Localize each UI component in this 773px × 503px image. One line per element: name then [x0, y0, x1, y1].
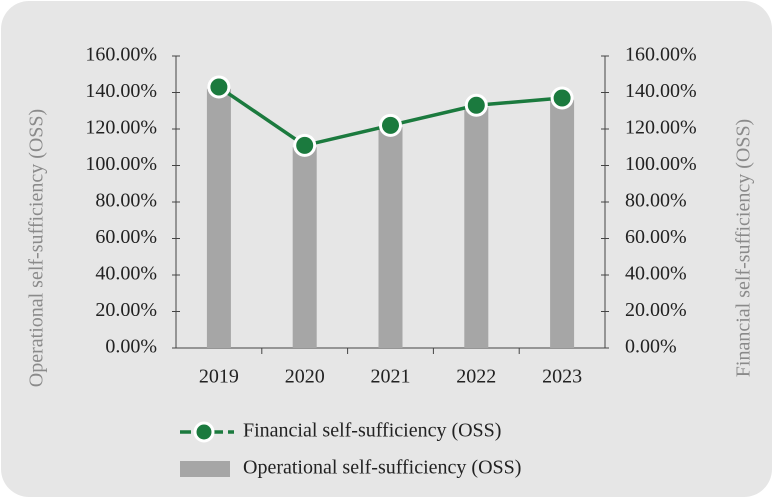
x-tick-label: 2022: [456, 366, 496, 388]
y2-tick-label: 120.00%: [625, 117, 697, 139]
y2-tick-label: 20.00%: [625, 299, 687, 321]
bar: [206, 88, 231, 348]
y-axis-title: Operational self-sufficiency (OSS): [26, 109, 48, 387]
y-tick-label: 160.00%: [85, 44, 157, 66]
legend-marker: [193, 421, 215, 443]
line-marker: [293, 133, 317, 157]
y2-tick-label: 100.00%: [625, 153, 697, 175]
y-tick-label: 0.00%: [105, 336, 157, 358]
bar: [378, 127, 403, 348]
y2-tick-label: 40.00%: [625, 263, 687, 285]
line-marker: [379, 113, 402, 137]
y-tick-label: 120.00%: [85, 117, 157, 139]
y-tick-label: 80.00%: [95, 190, 157, 212]
bar: [550, 99, 575, 348]
x-tick-label: 2021: [371, 366, 411, 388]
x-tick-label: 2020: [285, 366, 325, 388]
y-tick-label: 60.00%: [95, 226, 157, 248]
y-tick-label: 40.00%: [95, 263, 157, 285]
legend-label: Financial self-sufficiency (OSS): [243, 420, 501, 442]
x-tick-label: 2023: [542, 366, 582, 388]
y-tick-label: 100.00%: [85, 153, 157, 175]
y2-tick-label: 160.00%: [625, 44, 697, 66]
y2-axis-title: Financial self-sufficiency (OSS): [733, 119, 755, 377]
legend-swatch: [180, 461, 230, 477]
bar: [292, 147, 317, 348]
legend-label: Operational self-sufficiency (OSS): [243, 457, 521, 479]
y-tick-label: 20.00%: [95, 299, 157, 321]
line-marker: [550, 86, 574, 110]
bar: [464, 107, 489, 348]
y2-tick-label: 0.00%: [625, 336, 677, 358]
y-tick-label: 140.00%: [85, 80, 157, 102]
line-marker: [207, 75, 231, 99]
x-tick-label: 2019: [199, 366, 239, 388]
y2-tick-label: 140.00%: [625, 80, 697, 102]
y2-tick-label: 80.00%: [625, 190, 687, 212]
line-marker: [464, 93, 488, 117]
y2-tick-label: 60.00%: [625, 226, 687, 248]
